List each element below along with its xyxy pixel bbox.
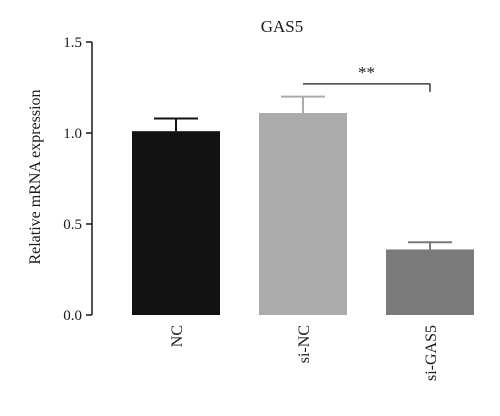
x-tick-label: NC (169, 325, 186, 347)
y-axis-label: Relative mRNA expression (27, 89, 44, 264)
significance-label: ** (358, 63, 375, 82)
x-tick-label: si-GAS5 (423, 325, 440, 381)
bar (386, 249, 474, 315)
bar (132, 131, 220, 315)
chart-title: GAS5 (261, 17, 304, 36)
y-tick-label: 0.5 (63, 217, 82, 233)
bar (259, 112, 347, 315)
y-tick-label: 1.0 (63, 126, 82, 142)
y-tick-label: 0.0 (63, 308, 82, 324)
x-tick-label: si-NC (296, 325, 313, 363)
plot-area: 0.0 0.5 1.0 1.5 NC si-NC si-GAS5 ** (63, 35, 474, 381)
y-tick-label: 1.5 (63, 35, 82, 51)
